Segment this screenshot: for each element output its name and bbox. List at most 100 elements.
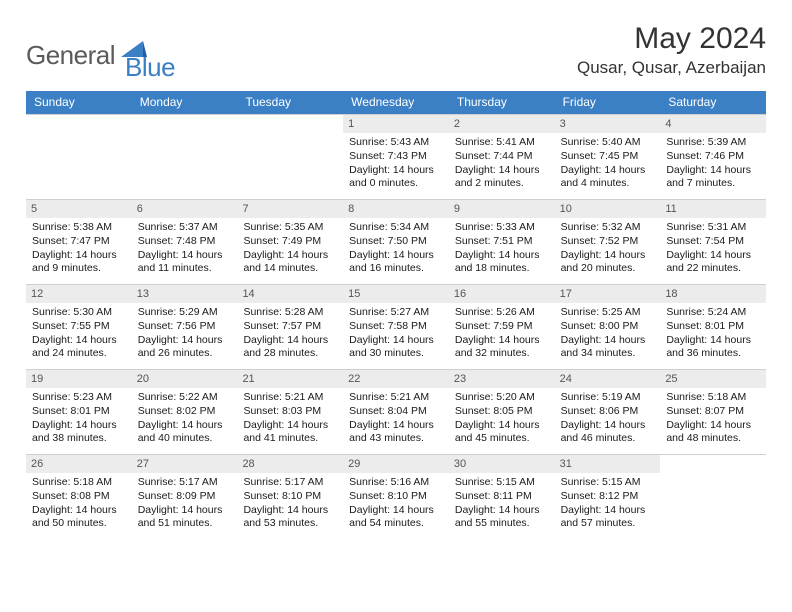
sunset-text: Sunset: 7:51 PM (455, 235, 549, 249)
daylight-text: Daylight: 14 hours (138, 249, 232, 263)
daylight-text: Daylight: 14 hours (349, 419, 443, 433)
daylight-text: Daylight: 14 hours (243, 419, 337, 433)
day-number: 26 (26, 455, 132, 473)
sunset-text: Sunset: 7:46 PM (666, 150, 760, 164)
sunrise-text: Sunrise: 5:23 AM (32, 391, 126, 405)
daylight-text: and 38 minutes. (32, 432, 126, 446)
sunrise-text: Sunrise: 5:21 AM (243, 391, 337, 405)
day-cell-5: 5Sunrise: 5:38 AMSunset: 7:47 PMDaylight… (26, 200, 132, 284)
daylight-text: and 26 minutes. (138, 347, 232, 361)
daylight-text: Daylight: 14 hours (666, 419, 760, 433)
day-number: 10 (555, 200, 661, 218)
daylight-text: Daylight: 14 hours (561, 334, 655, 348)
day-number: 19 (26, 370, 132, 388)
day-cell-30: 30Sunrise: 5:15 AMSunset: 8:11 PMDayligh… (449, 455, 555, 539)
daylight-text: and 57 minutes. (561, 517, 655, 531)
day-cell-12: 12Sunrise: 5:30 AMSunset: 7:55 PMDayligh… (26, 285, 132, 369)
day-header-sunday: Sunday (26, 91, 132, 114)
sunrise-text: Sunrise: 5:29 AM (138, 306, 232, 320)
daylight-text: and 46 minutes. (561, 432, 655, 446)
day-number: 31 (555, 455, 661, 473)
day-header-row: SundayMondayTuesdayWednesdayThursdayFrid… (26, 91, 766, 114)
day-cell-29: 29Sunrise: 5:16 AMSunset: 8:10 PMDayligh… (343, 455, 449, 539)
daylight-text: and 55 minutes. (455, 517, 549, 531)
day-cell-1: 1Sunrise: 5:43 AMSunset: 7:43 PMDaylight… (343, 115, 449, 199)
day-number: 8 (343, 200, 449, 218)
day-number: 21 (237, 370, 343, 388)
weeks-container: ...1Sunrise: 5:43 AMSunset: 7:43 PMDayli… (26, 114, 766, 539)
daylight-text: Daylight: 14 hours (455, 334, 549, 348)
day-cell-empty: . (660, 455, 766, 539)
week-row: 19 Sunrise: 5:23 AMSunset: 8:01 PM Dayligh… (26, 369, 766, 454)
day-number: 23 (449, 370, 555, 388)
day-cell-23: 23Sunrise: 5:20 AMSunset: 8:05 PMDayligh… (449, 370, 555, 454)
sunset-text: Sunset: 8:00 PM (561, 320, 655, 334)
day-cell-20: 20Sunrise: 5:22 AMSunset: 8:02 PMDayligh… (132, 370, 238, 454)
sunset-text: Sunset: 7:52 PM (561, 235, 655, 249)
sunset-text: Sunset: 7:47 PM (32, 235, 126, 249)
sunrise-text: Sunrise: 5:40 AM (561, 136, 655, 150)
day-cell-7: 7Sunrise: 5:35 AMSunset: 7:49 PMDaylight… (237, 200, 343, 284)
sunrise-text: Sunrise: 5:18 AM (666, 391, 760, 405)
calendar-page: General Blue May 2024 Qusar, Qusar, Azer… (0, 0, 792, 557)
day-cell-28: 28Sunrise: 5:17 AMSunset: 8:10 PMDayligh… (237, 455, 343, 539)
sunset-text: Sunset: 8:07 PM (666, 405, 760, 419)
sunset-text: Sunset: 8:03 PM (243, 405, 337, 419)
brand-logo: General Blue (26, 22, 175, 83)
sunset-text: Sunset: 7:43 PM (349, 150, 443, 164)
day-number: 2 (449, 115, 555, 133)
sunset-text: Sunset: 8:10 PM (349, 490, 443, 504)
daylight-text: Daylight: 14 hours (561, 504, 655, 518)
daylight-text: and 51 minutes. (138, 517, 232, 531)
daylight-text: and 53 minutes. (243, 517, 337, 531)
sunrise-text: Sunrise: 5:19 AM (561, 391, 655, 405)
sunset-text: Sunset: 8:12 PM (561, 490, 655, 504)
daylight-text: and 20 minutes. (561, 262, 655, 276)
sunrise-text: Sunrise: 5:26 AM (455, 306, 549, 320)
daylight-text: Daylight: 14 hours (561, 419, 655, 433)
sunrise-text: Sunrise: 5:24 AM (666, 306, 760, 320)
sunrise-text: Sunrise: 5:27 AM (349, 306, 443, 320)
sunset-text: Sunset: 7:45 PM (561, 150, 655, 164)
daylight-text: Daylight: 14 hours (349, 164, 443, 178)
daylight-text: Daylight: 14 hours (455, 504, 549, 518)
day-cell-3: 3Sunrise: 5:40 AMSunset: 7:45 PMDaylight… (555, 115, 661, 199)
sunset-text: Sunset: 8:10 PM (243, 490, 337, 504)
day-number: 4 (660, 115, 766, 133)
daylight-text: Daylight: 14 hours (666, 164, 760, 178)
day-cell-21: 21 Sunrise: 5:21 AMSunset: 8:03 PMDayligh… (237, 370, 343, 454)
day-number: 22 (343, 370, 449, 388)
daylight-text: and 28 minutes. (243, 347, 337, 361)
header-row: General Blue May 2024 Qusar, Qusar, Azer… (26, 22, 766, 83)
day-number: 5 (26, 200, 132, 218)
sunset-text: Sunset: 7:54 PM (666, 235, 760, 249)
sunrise-text: Sunrise: 5:20 AM (455, 391, 549, 405)
sunset-text: Sunset: 8:01 PM (32, 405, 126, 419)
day-cell-24: 24Sunrise: 5:19 AMSunset: 8:06 PMDayligh… (555, 370, 661, 454)
week-row: 12Sunrise: 5:30 AMSunset: 7:55 PMDayligh… (26, 284, 766, 369)
daylight-text: Daylight: 14 hours (561, 249, 655, 263)
sunrise-text: Sunrise: 5:37 AM (138, 221, 232, 235)
sunrise-text: Sunrise: 5:39 AM (666, 136, 760, 150)
day-cell-19: 19Sunrise: 5:23 AMSunset: 8:01 PMDayligh… (26, 370, 132, 454)
day-cell-16: 16Sunrise: 5:26 AMSunset: 7:59 PMDayligh… (449, 285, 555, 369)
day-number: 14 (237, 285, 343, 303)
daylight-text: Daylight: 14 hours (666, 249, 760, 263)
day-number: 25 (660, 370, 766, 388)
day-cell-15: 15Sunrise: 5:27 AMSunset: 7:58 PMDayligh… (343, 285, 449, 369)
daylight-text: and 4 minutes. (561, 177, 655, 191)
month-title: May 2024 (577, 22, 766, 56)
day-cell-empty: . (132, 115, 238, 199)
day-cell-2: 2Sunrise: 5:41 AMSunset: 7:44 PMDaylight… (449, 115, 555, 199)
daylight-text: and 11 minutes. (138, 262, 232, 276)
daylight-text: Daylight: 14 hours (138, 504, 232, 518)
day-cell-6: 6Sunrise: 5:37 AMSunset: 7:48 PMDaylight… (132, 200, 238, 284)
daylight-text: and 18 minutes. (455, 262, 549, 276)
sunset-text: Sunset: 7:48 PM (138, 235, 232, 249)
daylight-text: and 48 minutes. (666, 432, 760, 446)
sunrise-text: Sunrise: 5:15 AM (455, 476, 549, 490)
daylight-text: and 54 minutes. (349, 517, 443, 531)
sunrise-text: Sunrise: 5:41 AM (455, 136, 549, 150)
week-row: ...1Sunrise: 5:43 AMSunset: 7:43 PMDayli… (26, 114, 766, 199)
sunset-text: Sunset: 7:50 PM (349, 235, 443, 249)
